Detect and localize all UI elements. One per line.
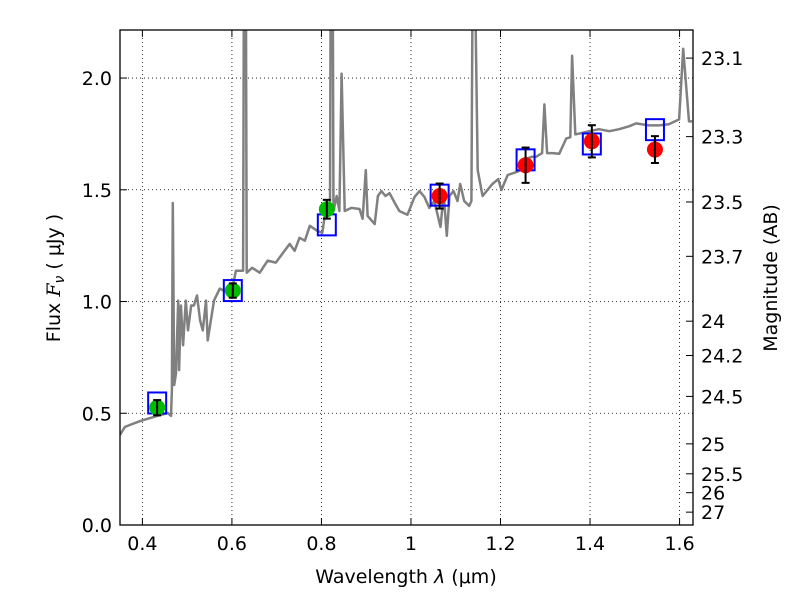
- y-tick-label: 0.0: [82, 515, 112, 537]
- x-tick-label: 1: [405, 533, 417, 555]
- axis-ticks: 0.4 0.6 0.8 1 1.2 1.4 1.6 0.0 0.5 1.0 1.5 2.0 23.1 23…: [82, 30, 743, 555]
- x-tick-label: 1.4: [575, 533, 605, 555]
- y-tick-label: 2.0: [82, 68, 112, 90]
- y2-axis-label: Magnitude (AB): [760, 204, 782, 352]
- y2-tick-label: 23.5: [701, 192, 743, 214]
- x-axis-label: Wavelength λ (μm): [315, 566, 496, 588]
- y2-tick-label: 23.1: [701, 48, 743, 70]
- model-square-marker: [222, 279, 243, 303]
- x-tick-label: 0.4: [127, 533, 157, 555]
- y2-tick-label: 23.7: [701, 246, 743, 268]
- y-tick-label: 1.0: [82, 292, 112, 314]
- y-axis-label: Flux Fν ( μJy ): [43, 214, 68, 342]
- spectrum-line: [120, 30, 693, 436]
- y2-tick-label: 25.5: [701, 464, 743, 486]
- y2-tick-label: 26: [701, 483, 725, 505]
- y2-tick-label: 25: [701, 434, 725, 456]
- y2-tick-label: 27: [701, 502, 725, 524]
- grid: [120, 30, 693, 526]
- y-tick-label: 1.5: [82, 180, 112, 202]
- x-tick-label: 0.8: [306, 533, 336, 555]
- x-tick-label: 1.6: [664, 533, 694, 555]
- y2-tick-label: 23.3: [701, 127, 743, 149]
- x-tick-label: 1.2: [485, 533, 515, 555]
- y2-tick-label: 24.5: [701, 386, 743, 408]
- y2-tick-label: 24: [701, 311, 725, 333]
- x-tick-label: 0.6: [217, 533, 247, 555]
- plot-area: [120, 30, 693, 436]
- y2-tick-label: 24.2: [701, 345, 743, 367]
- y-tick-label: 0.5: [82, 403, 112, 425]
- plot-frame: [119, 29, 694, 526]
